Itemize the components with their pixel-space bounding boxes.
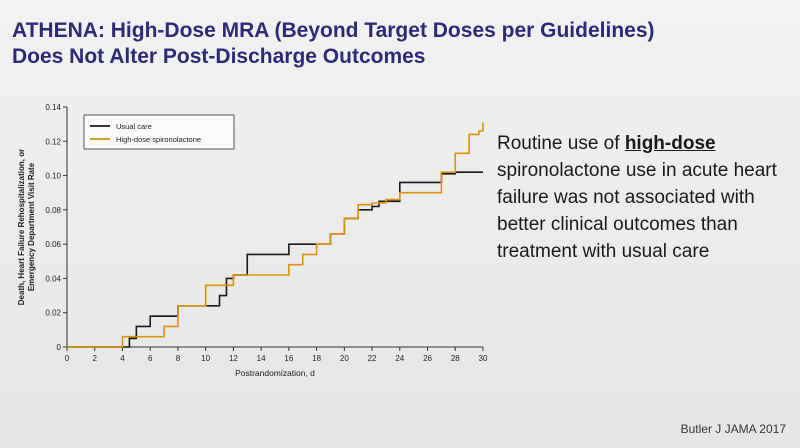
x-tick-label: 28 [451, 354, 460, 363]
x-tick-label: 2 [93, 354, 98, 363]
legend-box [83, 114, 235, 150]
y-tick-label: 0.04 [45, 274, 61, 283]
y-tick-label: 0.12 [45, 137, 61, 146]
x-tick-label: 12 [229, 354, 238, 363]
y-tick-label: 0.14 [45, 103, 61, 112]
y-axis-label-line-2: Emergency Department Visit Rate [27, 162, 36, 291]
x-tick-label: 14 [257, 354, 266, 363]
slide-title: ATHENA: High-Dose MRA (Beyond Target Dos… [12, 18, 782, 70]
x-tick-label: 24 [395, 354, 404, 363]
x-tick-label: 30 [479, 354, 488, 363]
x-tick-label: 0 [65, 354, 70, 363]
x-tick-label: 20 [340, 354, 349, 363]
y-tick-label: 0.08 [45, 206, 61, 215]
y-tick-label: 0.02 [45, 309, 61, 318]
x-tick-label: 10 [201, 354, 210, 363]
citation: Butler J JAMA 2017 [680, 422, 786, 436]
y-tick-label: 0 [57, 343, 62, 352]
x-tick-label: 22 [368, 354, 377, 363]
x-tick-label: 18 [312, 354, 321, 363]
x-tick-label: 6 [148, 354, 153, 363]
series-line-high-dose-spironolactone [67, 122, 484, 348]
x-tick-label: 8 [176, 354, 181, 363]
y-tick-label: 0.10 [45, 172, 61, 181]
chart-svg: 00.020.040.060.080.100.120.140 2 4 6 8 10 12 14… [17, 103, 488, 378]
title-line-2: Does Not Alter Post-Discharge Outcomes [12, 45, 426, 68]
series-line-usual-care [67, 171, 483, 348]
x-tick-label: 4 [120, 354, 125, 363]
legend-label-usual-care: Usual care [116, 122, 152, 131]
x-tick-label: 16 [284, 354, 293, 363]
summary-text-before: Routine use of [497, 133, 625, 154]
summary-text-emphasis: high-dose [624, 133, 716, 154]
chart: 0 0.02 0.04 0.06 0.08 0.10 0.12 0.14 0 2 4 6 8 10 12 14… [0, 95, 500, 385]
summary-text: Routine use of high-dose spironolactone … [497, 130, 787, 265]
title-line-1: ATHENA: High-Dose MRA (Beyond Target Dos… [12, 19, 655, 42]
x-axis-label: Postrandomization, d [235, 368, 315, 378]
legend-label-high-dose-spironolactone: High-dose spironolactone [116, 135, 201, 144]
y-axis-label-line-1: Death, Heart Failure Rehospitalization, … [17, 149, 26, 305]
summary-text-after: spironolactone use in acute heart failur… [497, 160, 777, 262]
y-tick-label: 0.06 [45, 240, 61, 249]
x-tick-label: 26 [423, 354, 432, 363]
